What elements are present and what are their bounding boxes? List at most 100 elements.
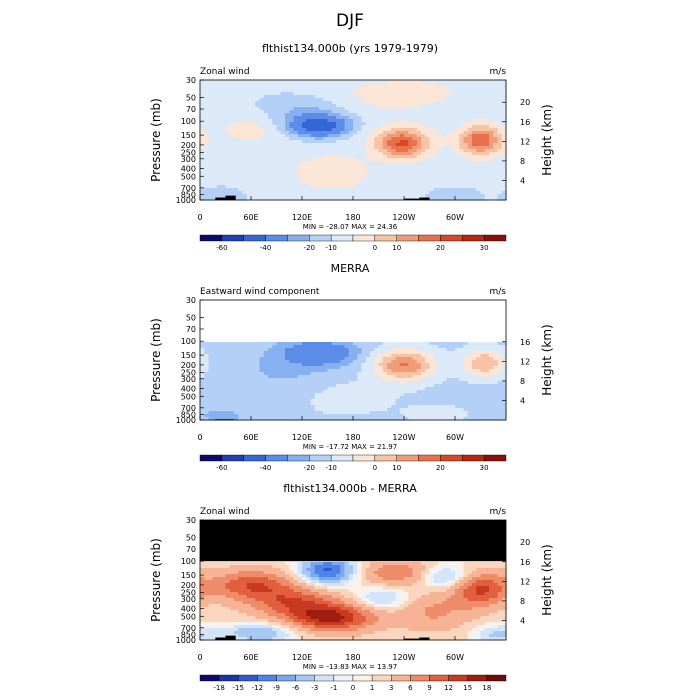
field-cell <box>446 366 452 370</box>
field-cell <box>459 179 465 183</box>
field-cell <box>268 119 273 123</box>
field-cell <box>484 390 490 394</box>
field-cell <box>327 405 333 409</box>
field-cell <box>387 149 392 153</box>
field-cell <box>306 158 312 162</box>
field-cell <box>374 101 380 105</box>
field-cell <box>310 161 316 165</box>
field-cell <box>251 393 256 397</box>
field-cell <box>297 396 303 400</box>
field-cell <box>404 366 409 370</box>
field-cell <box>480 393 486 397</box>
field-cell <box>442 119 448 123</box>
field-cell <box>433 384 439 388</box>
field-cell <box>314 173 320 177</box>
field-cell <box>331 188 337 192</box>
field-cell <box>348 83 354 87</box>
field-cell <box>276 360 282 364</box>
field-cell <box>302 176 307 180</box>
field-cell <box>234 354 239 358</box>
field-cell <box>463 387 469 391</box>
field-cell <box>425 342 431 346</box>
field-cell <box>212 417 218 421</box>
field-cell <box>208 185 214 189</box>
field-cell <box>200 191 205 195</box>
field-cell <box>276 348 282 352</box>
field-cell <box>272 197 278 201</box>
field-cell <box>442 378 448 382</box>
field-cell <box>255 122 261 126</box>
field-cell <box>200 351 205 355</box>
field-cell <box>416 354 422 358</box>
longitude-tick-label: 180 <box>345 213 360 222</box>
field-cell <box>208 146 214 150</box>
field-cell <box>204 179 210 183</box>
field-cell <box>276 107 282 111</box>
field-cell <box>493 146 499 150</box>
field-cell <box>429 393 435 397</box>
field-cell <box>408 384 414 388</box>
field-cell <box>442 137 448 141</box>
field-cell <box>467 384 473 388</box>
field-cell <box>374 405 380 409</box>
field-cell <box>208 182 214 186</box>
field-cell <box>306 354 312 358</box>
field-cell <box>268 134 273 138</box>
field-cell <box>361 402 367 406</box>
field-cell <box>200 393 205 397</box>
field-cell <box>204 158 210 162</box>
field-cell <box>501 113 507 117</box>
field-cell <box>357 86 363 90</box>
field-cell <box>484 381 490 385</box>
field-cell <box>200 128 205 132</box>
field-cell <box>489 131 494 135</box>
field-cell <box>276 143 282 147</box>
field-cell <box>399 164 405 168</box>
field-cell <box>442 83 448 87</box>
field-cell <box>501 378 507 382</box>
field-cell <box>310 354 316 358</box>
field-cell <box>340 378 346 382</box>
field-cell <box>353 158 358 162</box>
field-cell <box>246 155 252 159</box>
field-cell <box>238 92 244 96</box>
field-cell <box>246 411 252 415</box>
field-cell <box>378 399 384 403</box>
field-cell <box>489 357 494 361</box>
field-cell <box>212 137 218 141</box>
field-cell <box>459 363 465 367</box>
field-cell <box>217 152 222 156</box>
field-cell <box>340 167 346 171</box>
field-cell <box>374 372 380 376</box>
field-cell <box>450 98 456 102</box>
field-cell <box>306 414 312 418</box>
field-cell <box>263 161 269 165</box>
field-cell <box>438 345 443 349</box>
field-cell <box>438 179 443 183</box>
field-cell <box>357 387 363 391</box>
field-cell <box>234 363 239 367</box>
field-cell <box>306 83 312 87</box>
field-cell <box>476 194 482 198</box>
field-cell <box>238 83 244 87</box>
field-cell <box>348 405 354 409</box>
field-cell <box>208 143 214 147</box>
field-cell <box>467 345 473 349</box>
field-cell <box>225 399 231 403</box>
field-cell <box>344 405 350 409</box>
field-cell <box>280 179 286 183</box>
colorbar-swatch <box>374 454 397 462</box>
field-cell <box>442 363 448 367</box>
field-cell <box>276 101 282 105</box>
field-cell <box>489 101 494 105</box>
field-cell <box>365 399 371 403</box>
field-cell <box>378 390 384 394</box>
field-cell <box>382 393 388 397</box>
field-cell <box>480 384 486 388</box>
field-cell <box>340 128 346 132</box>
field-cell <box>336 393 341 397</box>
field-cell <box>302 366 307 370</box>
field-cell <box>370 351 375 355</box>
panel-title: MERRA <box>331 262 370 275</box>
field-cell <box>276 176 282 180</box>
